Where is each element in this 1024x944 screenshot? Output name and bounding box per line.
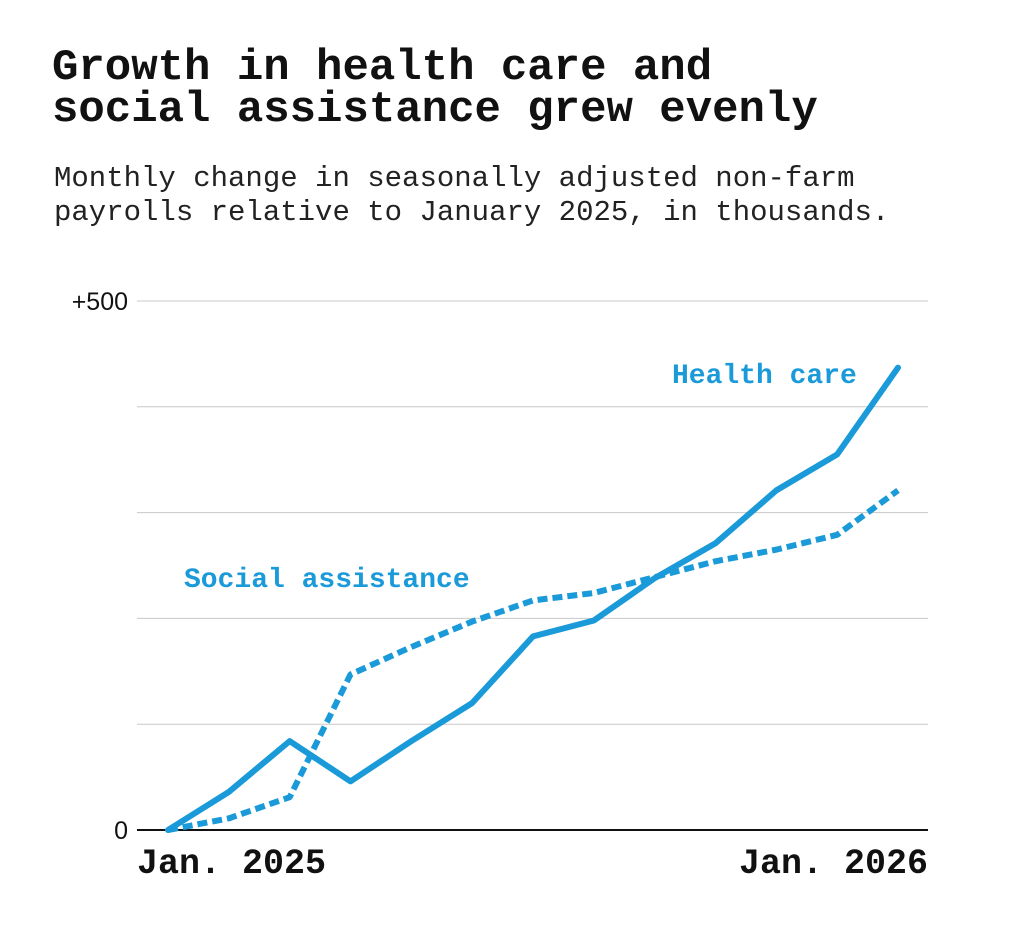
y-tick-label: +500 [72,288,128,316]
chart-title: Growth in health care and social assista… [52,43,818,135]
chart-subtitle: Monthly change in seasonally adjusted no… [54,162,890,229]
series-label: Health care [672,361,857,392]
y-tick-label: 0 [114,817,128,845]
x-tick-label: Jan. 2025 [137,844,326,884]
x-tick-label: Jan. 2026 [739,844,928,884]
series-label: Social assistance [184,565,470,596]
series-line [167,487,900,833]
series-line [165,364,901,833]
